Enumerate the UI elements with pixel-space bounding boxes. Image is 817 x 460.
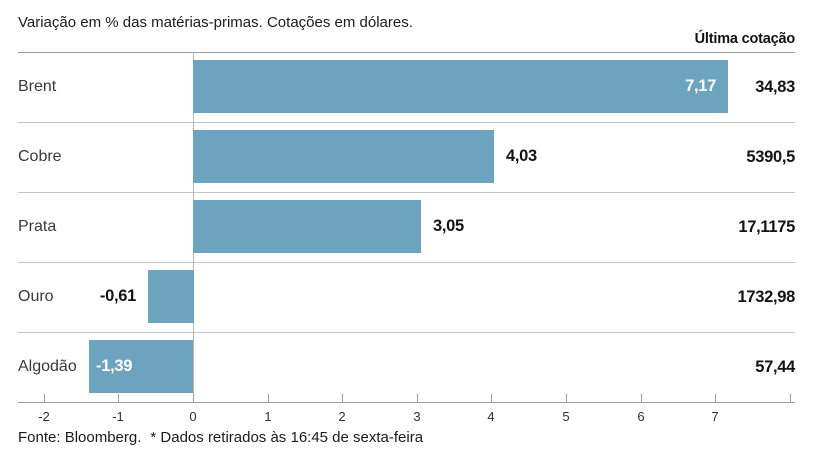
value-label: 3,05: [433, 217, 464, 235]
x-axis-tick-label: 7: [711, 409, 719, 424]
bar: [193, 130, 494, 183]
last-quote-column-header: Última cotação: [694, 31, 796, 47]
bar: [89, 340, 193, 393]
x-axis-tick: [715, 394, 716, 402]
x-axis-tick: [566, 394, 567, 402]
chart-footer: Fonte: Bloomberg. * Dados retirados às 16…: [18, 429, 423, 446]
x-axis-tick: [118, 394, 119, 402]
x-axis-tick-label: 1: [264, 409, 272, 424]
bar: [148, 270, 194, 323]
value-label: -0,61: [99, 287, 136, 305]
last-quote: 57,44: [755, 357, 795, 376]
value-label: 4,03: [506, 147, 537, 165]
last-quote: 5390,5: [746, 147, 795, 166]
category-label: Ouro: [18, 288, 54, 305]
x-axis-tick-label: 4: [487, 409, 495, 424]
value-label: 7,17: [685, 77, 716, 95]
x-axis-tick: [44, 394, 45, 402]
last-quote: 34,83: [755, 77, 795, 96]
x-axis-tick: [491, 394, 492, 402]
chart-top-rule: [18, 52, 795, 53]
footnote-text: * Dados retirados às 16:45 de sexta-feir…: [150, 429, 424, 446]
x-axis-tick: [790, 394, 791, 402]
x-axis-tick: [641, 394, 642, 402]
category-label: Cobre: [18, 148, 62, 165]
category-label: Algodão: [18, 358, 77, 375]
x-axis-tick-label: 5: [562, 409, 570, 424]
chart-title: Variação em % das matérias-primas. Cotaç…: [18, 14, 413, 31]
x-axis-tick-label: 6: [637, 409, 645, 424]
x-axis-tick-label: 3: [413, 409, 421, 424]
x-axis-tick-label: 2: [338, 409, 346, 424]
source-text: Fonte: Bloomberg.: [18, 429, 142, 446]
bar: [193, 60, 728, 113]
last-quote: 1732,98: [737, 287, 795, 306]
x-axis-tick-label: 0: [189, 409, 197, 424]
value-label: -1,39: [96, 357, 133, 375]
x-axis-tick: [193, 394, 194, 402]
x-axis-tick-label: -2: [38, 409, 50, 424]
x-axis-tick: [417, 394, 418, 402]
row-separator: [18, 332, 795, 333]
x-axis-tick-label: -1: [112, 409, 124, 424]
row-separator: [18, 122, 795, 123]
x-axis-tick: [342, 394, 343, 402]
row-separator: [18, 262, 795, 263]
bar: [193, 200, 421, 253]
x-axis-tick: [268, 394, 269, 402]
last-quote: 17,1175: [738, 217, 795, 236]
category-label: Prata: [18, 218, 57, 235]
category-label: Brent: [18, 78, 57, 95]
row-separator: [18, 192, 795, 193]
x-axis-line: [18, 402, 795, 403]
